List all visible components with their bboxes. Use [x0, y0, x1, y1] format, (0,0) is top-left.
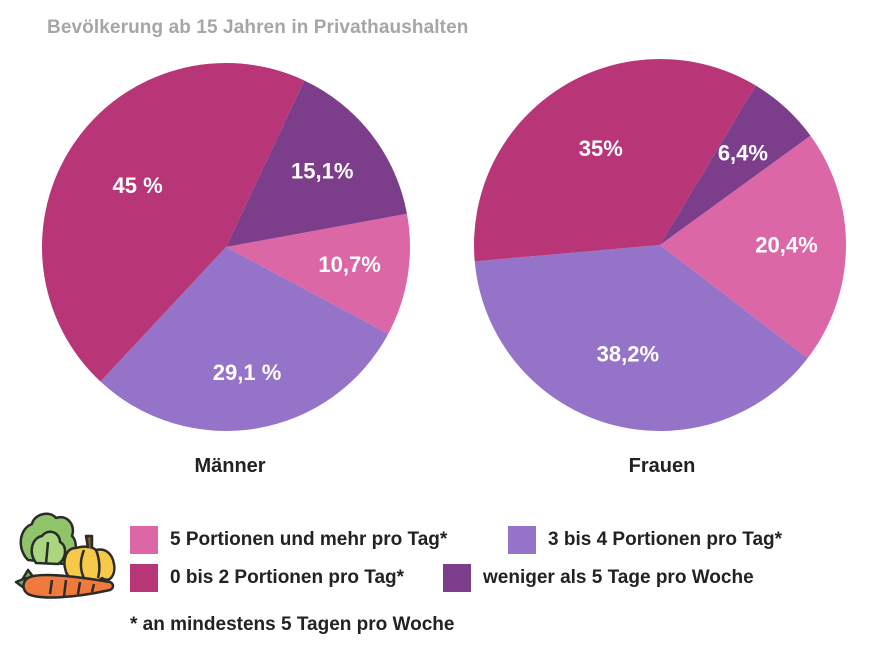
- pie-slice-frauen-three_four: [474, 245, 808, 431]
- chart-title: Bevölkerung ab 15 Jahren in Privathausha…: [47, 17, 469, 38]
- legend-label-less-five-days: weniger als 5 Tage pro Woche: [483, 567, 754, 588]
- legend-item-less-five-days: weniger als 5 Tage pro Woche: [443, 564, 754, 592]
- vegetables-icon: [14, 512, 116, 599]
- pie-label-männer-five_plus: 10,7%: [318, 252, 380, 277]
- pie-slice-frauen-zero_two: [474, 58, 756, 262]
- pie-slice-männer-zero_two: [41, 62, 305, 382]
- pie-charts: 10,7% 29,1 % 45 % 15,1% 20,4% 38,2% 35% 6,4%: [41, 58, 846, 432]
- legend-item-three-four: 3 bis 4 Portionen pro Tag*: [508, 526, 782, 554]
- legend-label-zero-two: 0 bis 2 Portionen pro Tag*: [170, 567, 405, 588]
- legend-swatch-three-four: [508, 526, 536, 554]
- pie-label-frauen-five_plus: 20,4%: [755, 232, 817, 257]
- pie-slice-frauen-five_plus: [660, 135, 846, 359]
- pie-label-frauen-less_five_days: 6,4%: [718, 140, 768, 165]
- legend-label-three-four: 3 bis 4 Portionen pro Tag*: [548, 529, 783, 550]
- pie-label-frauen-three_four: 38,2%: [597, 342, 659, 367]
- pie-label-männer-zero_two: 45 %: [113, 173, 163, 198]
- pie-slice-frauen-less_five_days: [660, 85, 811, 245]
- pie-slice-männer-five_plus: [226, 213, 410, 334]
- pie-title-frauen: Frauen: [628, 455, 696, 477]
- legend-swatch-zero-two: [130, 564, 158, 592]
- pie-title-maenner: Männer: [194, 455, 266, 477]
- legend-item-five-plus: 5 Portionen und mehr pro Tag*: [130, 526, 447, 554]
- footnote: * an mindestens 5 Tagen pro Woche: [130, 614, 455, 635]
- pie-label-frauen-zero_two: 35%: [579, 136, 623, 161]
- pie-slice-männer-less_five_days: [226, 80, 407, 247]
- pie-label-männer-less_five_days: 15,1%: [291, 159, 353, 184]
- legend-swatch-five-plus: [130, 526, 158, 554]
- pie-label-männer-three_four: 29,1 %: [213, 360, 282, 385]
- legend-item-zero-two: 0 bis 2 Portionen pro Tag*: [130, 564, 404, 592]
- legend-swatch-less-five-days: [443, 564, 471, 592]
- pie-slice-männer-three_four: [100, 247, 389, 432]
- legend-label-five-plus: 5 Portionen und mehr pro Tag*: [170, 529, 448, 550]
